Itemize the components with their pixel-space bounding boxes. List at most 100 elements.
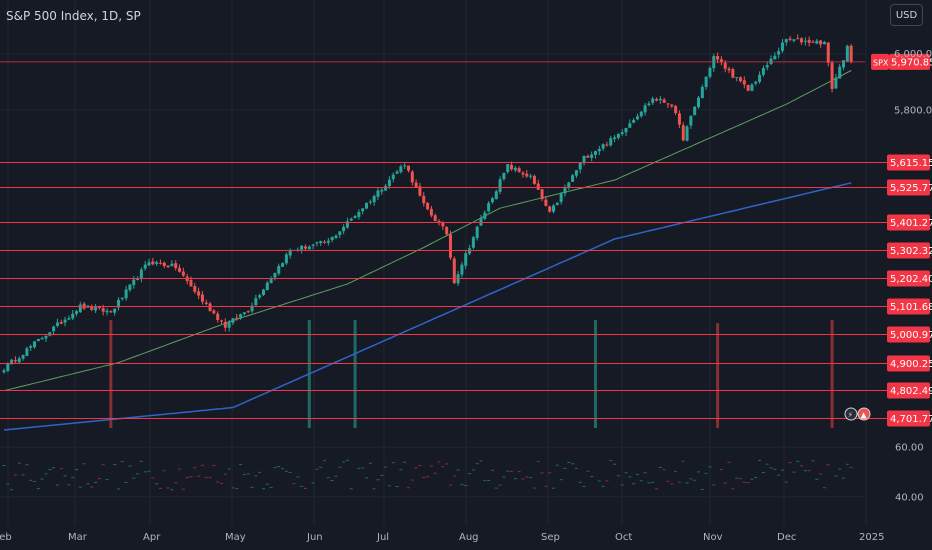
candle — [155, 260, 159, 266]
candle — [128, 284, 132, 293]
candle-body — [681, 125, 685, 141]
candle-body — [17, 358, 21, 363]
volume-bar — [613, 463, 617, 465]
volume-bar — [433, 472, 437, 474]
level-price-tag-bg — [887, 355, 930, 372]
candle — [742, 76, 746, 89]
candle — [735, 77, 739, 82]
volume-bar — [704, 472, 708, 474]
volume-bar — [742, 481, 746, 483]
candle-body — [116, 299, 120, 308]
candle — [239, 313, 243, 320]
candle — [323, 240, 327, 244]
volume-bar — [113, 464, 117, 466]
candle-body — [849, 45, 853, 62]
candle — [479, 214, 483, 226]
volume-bar — [471, 469, 475, 471]
candle — [13, 356, 17, 364]
volume-bar — [510, 470, 514, 472]
candle-body — [540, 189, 544, 200]
candle — [597, 145, 601, 156]
volume-bar — [311, 482, 315, 484]
volume-bar — [44, 473, 48, 475]
candle-body — [452, 258, 456, 284]
x-tick-label: Sep — [541, 532, 560, 543]
candle — [761, 65, 765, 77]
candle — [63, 316, 67, 327]
candle-body — [448, 234, 452, 258]
volume-bar — [33, 481, 37, 483]
candle-body — [139, 269, 143, 280]
volume-bar — [586, 470, 590, 472]
candle — [563, 184, 567, 197]
candle-body — [471, 237, 475, 248]
volume-bar — [284, 470, 288, 472]
candle — [216, 311, 220, 323]
volume-bar — [788, 462, 792, 464]
volume-bar — [178, 468, 182, 470]
candle-body — [647, 103, 651, 106]
volume-bar — [723, 482, 727, 484]
volume-bar — [685, 482, 689, 484]
candle — [166, 265, 170, 269]
candle-body — [422, 195, 426, 204]
candle — [540, 188, 544, 202]
volume-bar — [303, 487, 307, 489]
volume-bar — [822, 487, 826, 489]
chart-title[interactable]: S&P 500 Index, 1D, SP — [6, 9, 141, 23]
candle-body — [815, 40, 819, 44]
volume-bar — [372, 488, 376, 490]
candle — [624, 127, 628, 137]
candle — [700, 84, 704, 99]
volume-bar — [281, 468, 285, 470]
candle-body — [544, 199, 548, 206]
candle-body — [197, 291, 201, 296]
volume-bar — [502, 476, 506, 478]
volume-bar — [357, 467, 361, 469]
level-price-tag: 5,000.97 — [887, 326, 932, 343]
volume-bar — [223, 473, 227, 475]
candle-body — [391, 174, 395, 180]
volume-bar — [487, 480, 491, 482]
volume-bar — [132, 477, 136, 479]
volume-bar — [632, 483, 636, 485]
volume-bar — [338, 466, 342, 468]
x-tick-label: Jul — [376, 532, 389, 543]
candle — [311, 243, 315, 250]
candle-body — [158, 262, 162, 264]
volume-bar — [468, 473, 472, 475]
candle — [536, 179, 540, 190]
candle-body — [29, 346, 33, 348]
candle — [200, 291, 204, 305]
volume-bar — [55, 484, 59, 486]
candle-body — [376, 190, 380, 197]
candle-body — [330, 237, 334, 241]
candle-body — [643, 105, 647, 113]
candle — [830, 60, 834, 93]
candle-body — [231, 318, 235, 323]
volume-bar — [349, 488, 353, 490]
volume-bar — [391, 462, 395, 464]
volume-bar — [67, 484, 71, 486]
volume-bar — [582, 485, 586, 487]
candle — [685, 124, 689, 142]
volume-tick-label: 40.00 — [895, 492, 924, 503]
currency-button[interactable]: USD — [890, 4, 923, 26]
candle-body — [494, 191, 498, 200]
candle — [284, 252, 288, 266]
candle-body — [666, 103, 670, 105]
candle — [387, 176, 391, 189]
volume-bar — [563, 467, 567, 469]
candle — [303, 244, 307, 251]
volume-bar — [265, 483, 269, 485]
candle — [193, 282, 197, 294]
volume-bar — [819, 473, 823, 475]
candle-body — [250, 305, 254, 312]
candle — [571, 173, 575, 183]
candle-body — [655, 99, 659, 101]
candle — [719, 56, 723, 66]
candle-body — [826, 42, 830, 63]
volume-bar — [452, 475, 456, 477]
volume-bar — [380, 474, 384, 476]
